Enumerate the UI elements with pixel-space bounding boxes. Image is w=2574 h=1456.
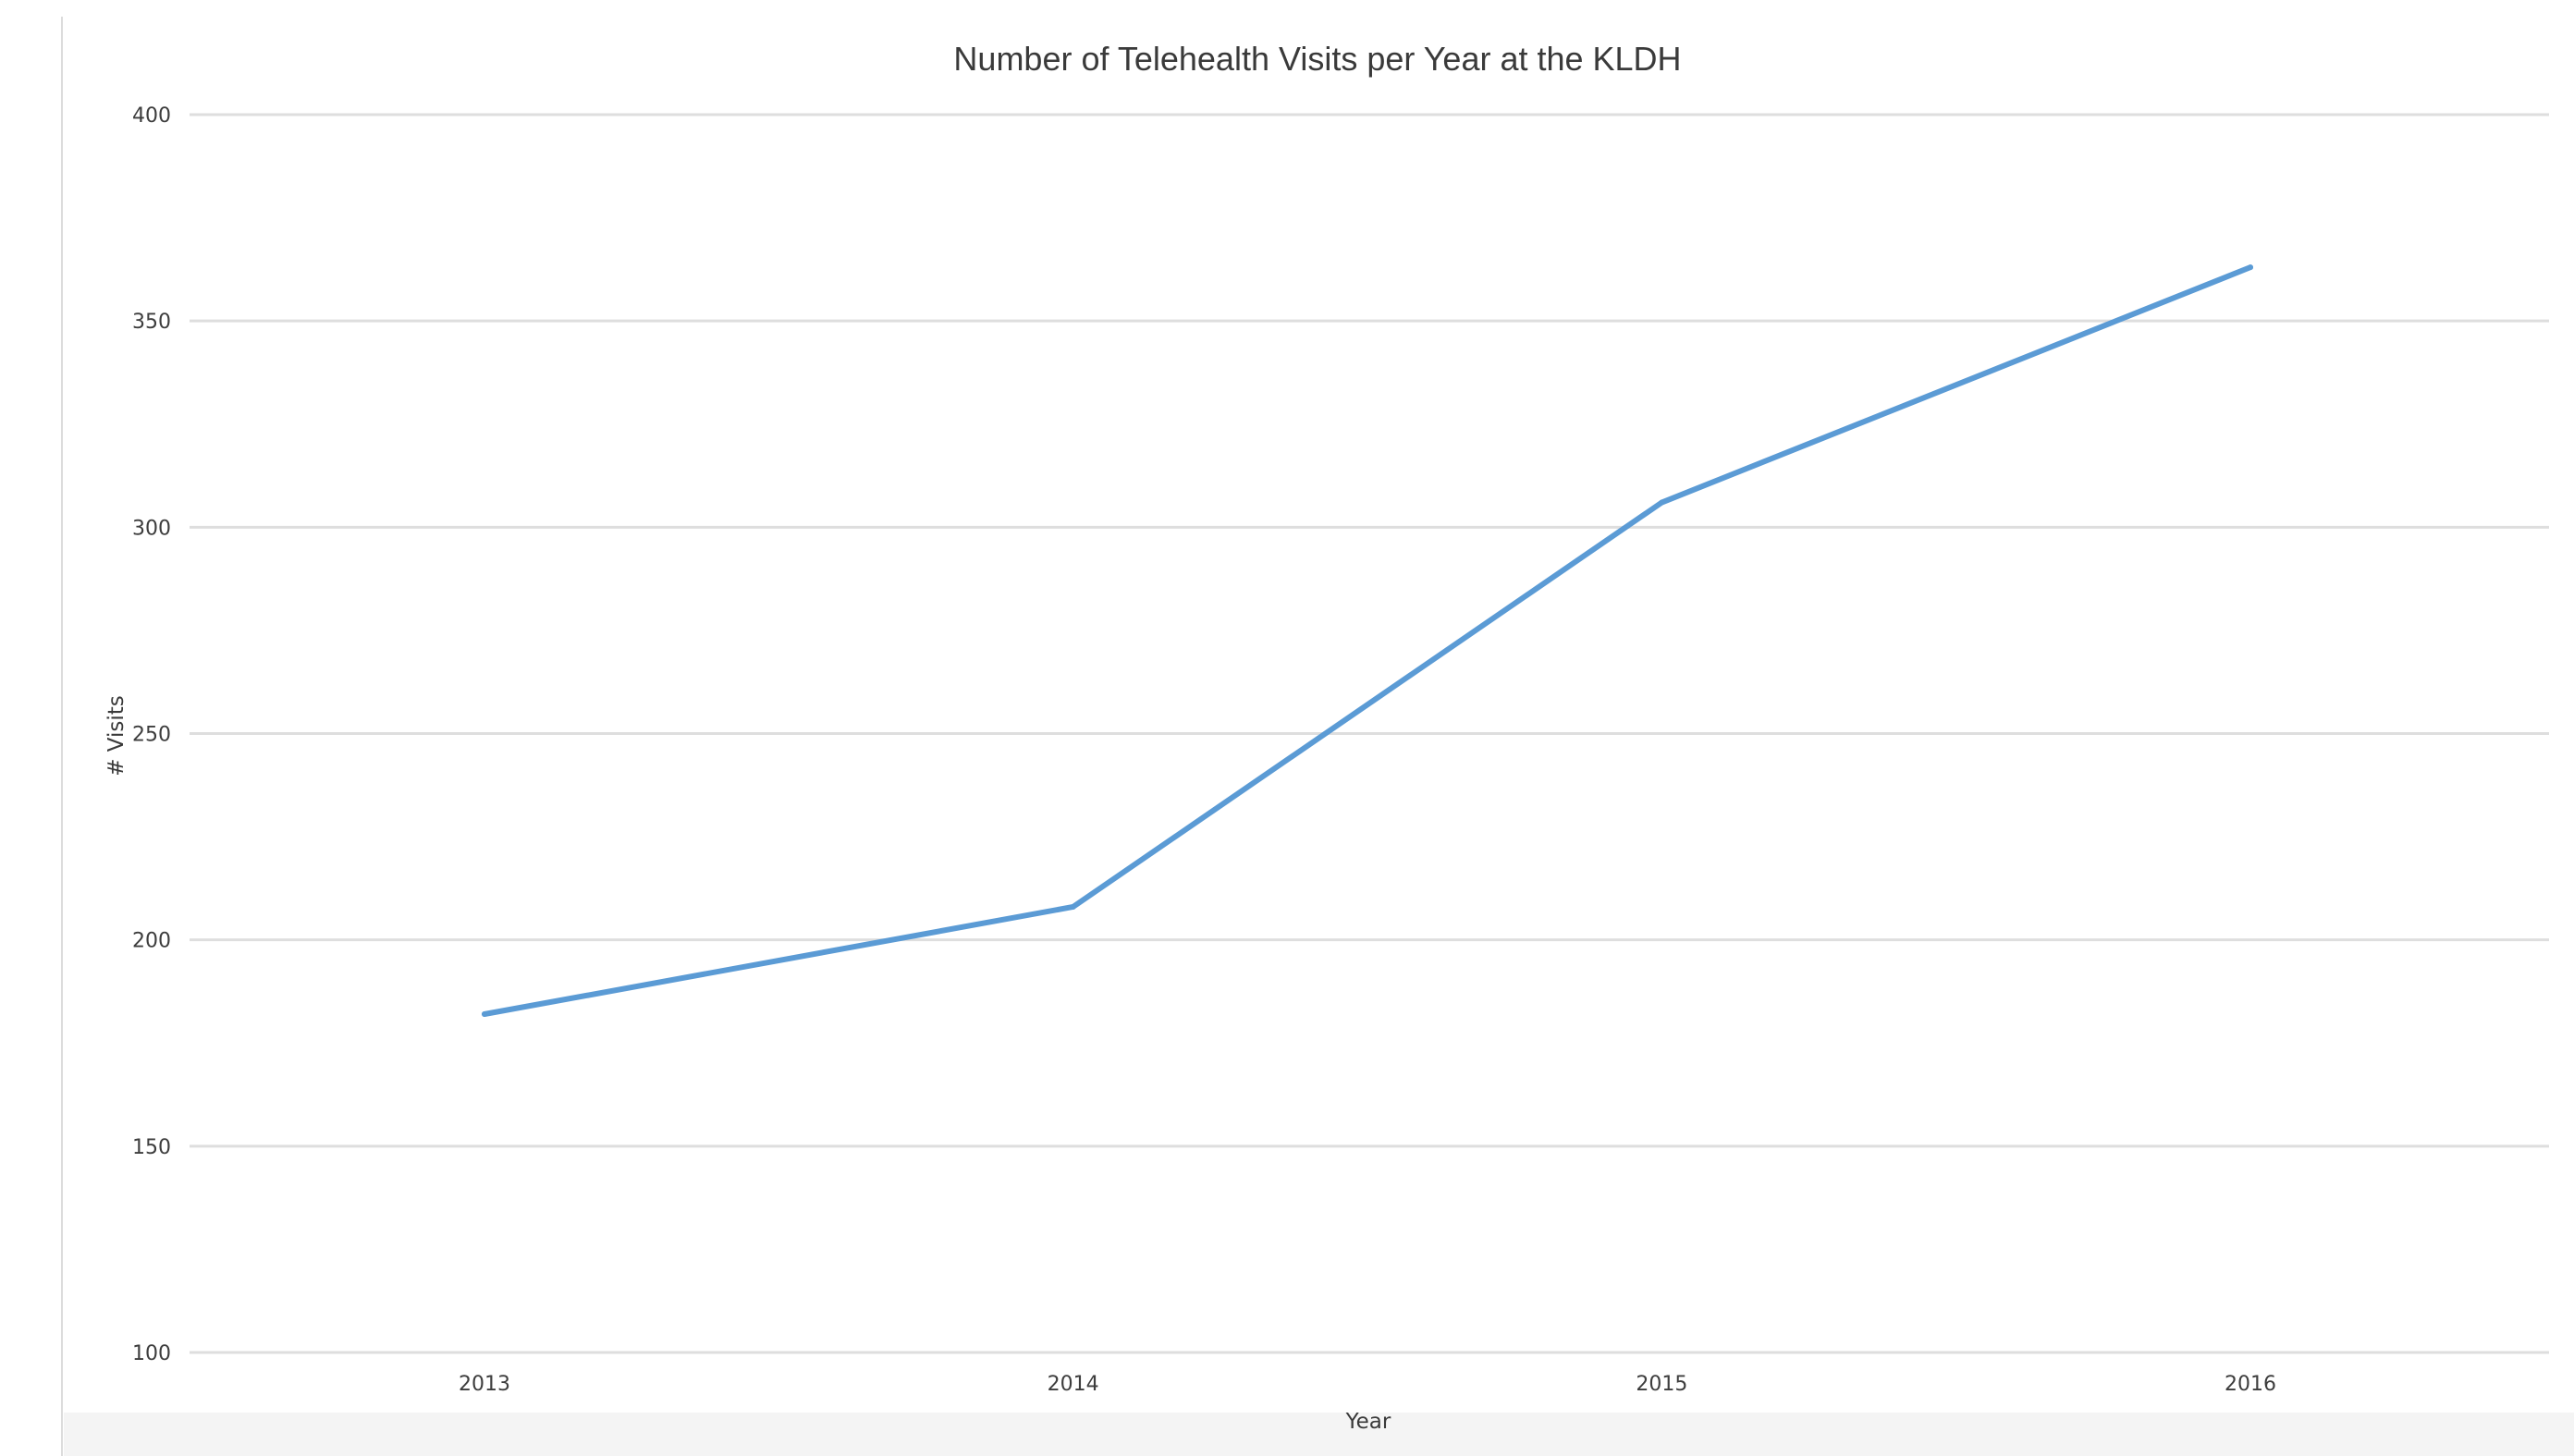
y-tick-label: 400 [132, 104, 171, 128]
x-tick-label: 2016 [2225, 1373, 2276, 1396]
x-axis-ticks: 2013 2014 2015 2016 [459, 1373, 2276, 1396]
y-tick-label: 350 [132, 311, 171, 334]
chart-title: Number of Telehealth Visits per Year at … [953, 40, 1681, 78]
y-tick-label: 150 [132, 1136, 171, 1159]
data-point-2014 [1070, 903, 1076, 910]
data-point-2016 [2248, 264, 2253, 271]
x-tick-label: 2014 [1048, 1373, 1099, 1396]
y-tick-label: 200 [132, 930, 171, 953]
gridlines [190, 113, 2549, 1354]
series-layer [482, 264, 2253, 1018]
x-axis-label: Year [1345, 1410, 1391, 1434]
left-border [61, 17, 63, 1456]
y-axis-ticks: 100 150 200 250 300 350 400 [132, 104, 171, 1365]
y-tick-label: 250 [132, 724, 171, 747]
footer-band [64, 1413, 2574, 1456]
y-axis-label: # Visits [104, 695, 129, 777]
x-tick-label: 2015 [1636, 1373, 1687, 1396]
x-tick-label: 2013 [459, 1373, 510, 1396]
y-tick-label: 100 [132, 1342, 171, 1365]
series-line-0 [482, 264, 2253, 1018]
data-point-2013 [482, 1011, 487, 1018]
y-tick-label: 300 [132, 517, 171, 540]
data-point-2015 [1659, 499, 1665, 506]
